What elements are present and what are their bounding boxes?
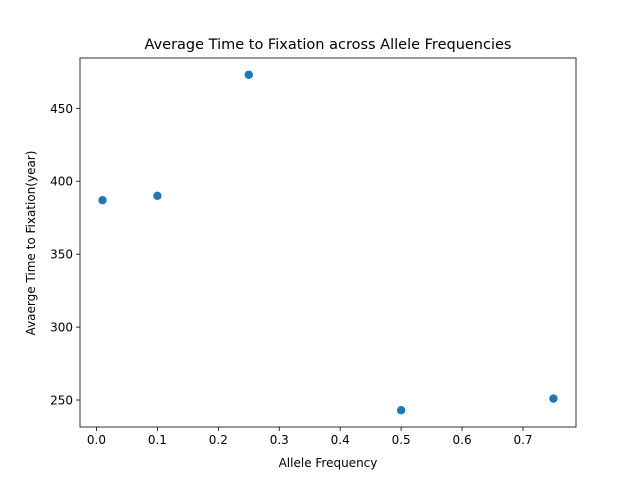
x-tick-label: 0.7: [513, 433, 532, 447]
x-tick-label: 0.5: [392, 433, 411, 447]
x-tick-label: 0.2: [209, 433, 228, 447]
x-tick-label: 0.1: [148, 433, 167, 447]
plot-area: 0.0 0.1 0.2 0.3 0.4 0.5 0.6 0.7 250 300 350 400 450: [50, 57, 577, 447]
y-tick-label: 350: [50, 248, 73, 262]
y-axis-label: Avaerge Time to Fixation(year): [24, 151, 38, 336]
chart-title: Average Time to Fixation across Allele F…: [145, 37, 512, 53]
data-point: [549, 394, 558, 403]
data-point: [244, 70, 253, 79]
data-point: [396, 406, 406, 415]
y-tick-label: 400: [50, 175, 73, 189]
x-axis-label: Allele Frequency: [279, 456, 378, 470]
x-tick-label: 0.6: [453, 433, 472, 447]
y-tick-label: 450: [50, 102, 73, 116]
data-point: [153, 191, 162, 201]
axes-frame: [79, 57, 577, 428]
x-tick-label: 0.3: [270, 433, 289, 447]
y-tick-label: 300: [50, 321, 73, 335]
x-tick-label: 0.0: [87, 433, 106, 447]
x-tick-label: 0.4: [331, 433, 350, 447]
y-tick-label: 250: [50, 394, 73, 408]
data-point: [98, 196, 107, 205]
